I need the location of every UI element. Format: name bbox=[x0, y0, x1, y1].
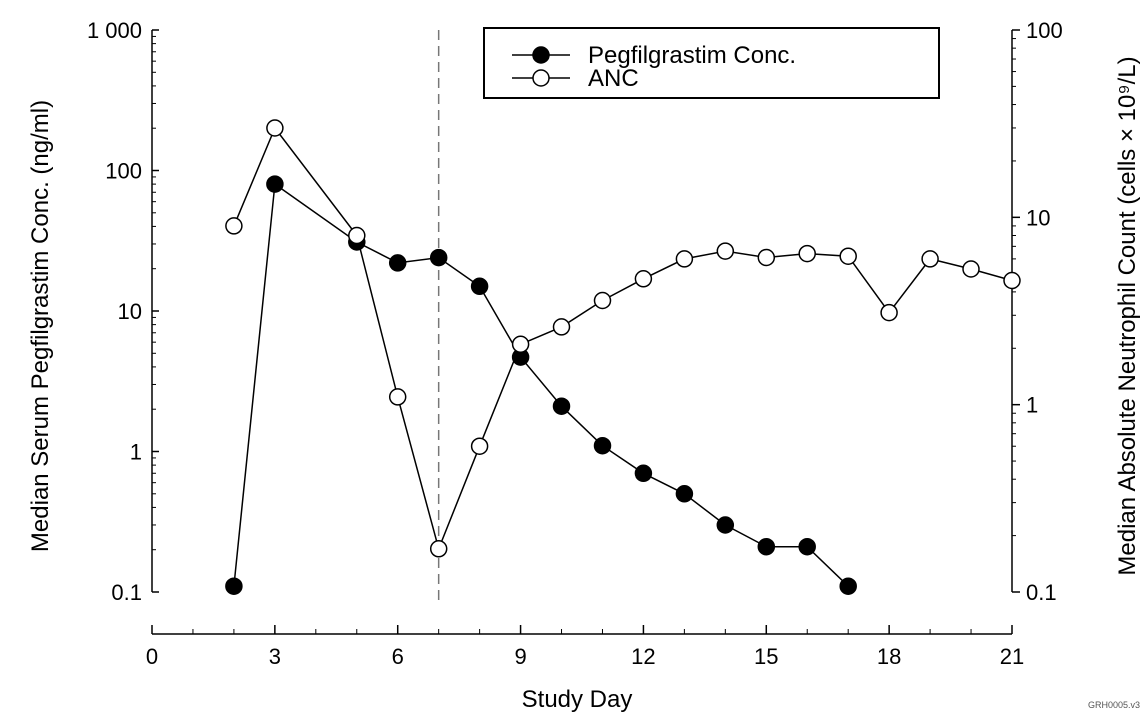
data-point-anc bbox=[716, 242, 735, 260]
data-point-pegfilgrastim bbox=[839, 577, 857, 595]
series-line-pegfilgrastim bbox=[233, 182, 849, 587]
legend: Pegfilgrastim Conc. ANC bbox=[483, 27, 940, 99]
data-point-pegfilgrastim bbox=[593, 436, 612, 455]
data-point-anc bbox=[470, 437, 489, 455]
data-point-anc bbox=[757, 248, 776, 267]
y-axis-right-title: Median Absolute Neutrophil Count (cells … bbox=[1114, 56, 1141, 575]
data-point-pegfilgrastim bbox=[266, 175, 284, 193]
data-point-anc bbox=[839, 247, 857, 265]
data-point-pegfilgrastim bbox=[634, 464, 653, 483]
axes: 0.1 1 10 100 1 000 0.1 1 10 100 0 3 6 9 12 15 18 21 bbox=[87, 18, 1063, 669]
data-point-anc bbox=[429, 540, 448, 558]
figure-footnote: GRH0005.v3 bbox=[1088, 700, 1140, 710]
legend-label-anc: ANC bbox=[588, 65, 639, 92]
data-point-pegfilgrastim bbox=[798, 537, 816, 556]
y-left-tick-label: 1 bbox=[130, 440, 142, 465]
data-point-anc bbox=[552, 318, 571, 336]
x-tick-label: 15 bbox=[754, 644, 778, 669]
y-left-tick-label: 100 bbox=[105, 159, 142, 184]
y-left-tick-label: 0.1 bbox=[111, 580, 142, 605]
y-right-tick-label: 1 bbox=[1026, 393, 1038, 418]
data-point-anc bbox=[962, 260, 980, 278]
data-point-anc bbox=[266, 119, 284, 137]
x-tick-label: 6 bbox=[392, 644, 404, 669]
legend-marker-pegfilgrastim bbox=[532, 46, 550, 64]
x-tick-label: 18 bbox=[877, 644, 901, 669]
data-point-anc bbox=[593, 291, 612, 310]
series-layer bbox=[225, 119, 1021, 595]
data-point-anc bbox=[798, 244, 816, 263]
y-left-tick-label: 10 bbox=[118, 299, 142, 324]
data-point-pegfilgrastim bbox=[429, 248, 448, 267]
legend-marker-anc bbox=[532, 69, 550, 87]
data-point-pegfilgrastim bbox=[552, 397, 571, 415]
data-point-anc bbox=[1003, 271, 1021, 290]
data-point-anc bbox=[511, 335, 530, 354]
y-right-tick-label: 100 bbox=[1026, 18, 1063, 43]
x-tick-label: 3 bbox=[269, 644, 281, 669]
x-tick-label: 0 bbox=[146, 644, 158, 669]
y-left-tick-label: 1 000 bbox=[87, 18, 142, 43]
x-tick-label: 9 bbox=[514, 644, 526, 669]
y-right-tick-label: 10 bbox=[1026, 205, 1050, 230]
x-tick-label: 12 bbox=[631, 644, 655, 669]
data-point-anc bbox=[348, 226, 366, 245]
y-right-tick-label: 0.1 bbox=[1026, 580, 1057, 605]
data-point-pegfilgrastim bbox=[716, 516, 735, 534]
data-point-pegfilgrastim bbox=[388, 254, 407, 272]
y-axis-left-title: Median Serum Pegfilgrastim Conc. (ng/ml) bbox=[27, 100, 54, 552]
data-point-pegfilgrastim bbox=[757, 537, 776, 556]
data-point-anc bbox=[880, 303, 898, 322]
data-point-pegfilgrastim bbox=[470, 277, 489, 296]
data-point-pegfilgrastim bbox=[225, 577, 243, 595]
legend-label-pegfilgrastim: Pegfilgrastim Conc. bbox=[588, 42, 796, 69]
data-point-pegfilgrastim bbox=[675, 485, 694, 503]
data-point-anc bbox=[675, 250, 694, 268]
data-point-anc bbox=[921, 250, 939, 268]
data-point-anc bbox=[225, 217, 243, 235]
legend-box bbox=[483, 27, 940, 99]
x-tick-label: 21 bbox=[1000, 644, 1024, 669]
data-point-anc bbox=[634, 270, 653, 288]
x-axis-title: Study Day bbox=[522, 686, 633, 713]
series-line-anc bbox=[233, 126, 1013, 552]
data-point-anc bbox=[388, 388, 407, 406]
